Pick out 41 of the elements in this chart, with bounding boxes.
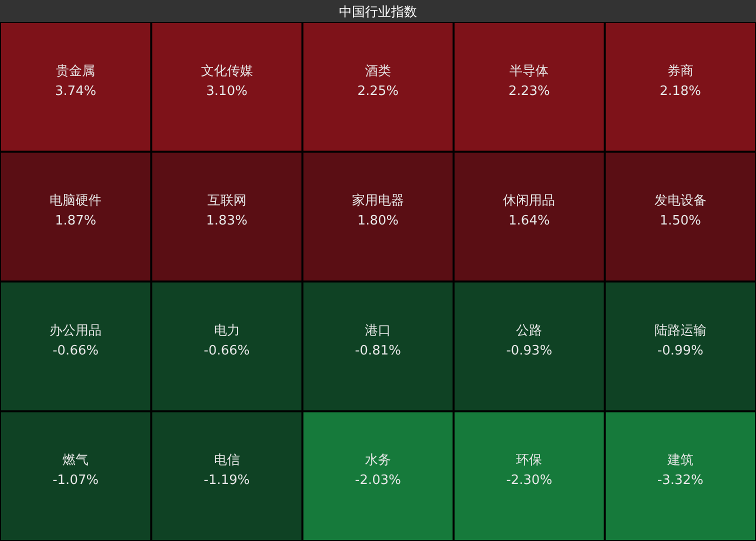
category-label: 酒类 bbox=[365, 64, 391, 79]
data-label: 2.25% bbox=[357, 84, 399, 99]
data-label: 1.50% bbox=[660, 214, 702, 229]
data-label: 1.83% bbox=[206, 214, 248, 229]
data-label: -0.99% bbox=[657, 343, 704, 358]
data-label: 1.87% bbox=[54, 214, 96, 229]
category-label: 家用电器 bbox=[352, 192, 404, 209]
category-label: 休闲用品 bbox=[503, 194, 556, 209]
category-label: 港口 bbox=[365, 323, 391, 338]
data-label: -2.30% bbox=[506, 473, 552, 488]
category-label: 贵金属 bbox=[56, 64, 96, 79]
category-label: 互联网 bbox=[207, 194, 246, 209]
category-label: 电信 bbox=[214, 453, 240, 468]
data-label: 3.74% bbox=[54, 84, 96, 99]
data-label: -0.66% bbox=[204, 343, 250, 358]
data-label: -0.66% bbox=[52, 343, 99, 358]
category-label: 文化传媒 bbox=[200, 64, 253, 79]
category-label: 燃气 bbox=[62, 453, 89, 468]
category-label: 建筑 bbox=[666, 453, 694, 468]
category-label: 公路 bbox=[516, 323, 542, 338]
category-label: 环保 bbox=[516, 453, 542, 468]
text: 中国行业指数 bbox=[339, 5, 417, 20]
category-label: 电力 bbox=[214, 323, 240, 338]
category-label: 半导体 bbox=[510, 64, 549, 79]
category-label: 电脑硬件 bbox=[50, 194, 102, 209]
category-label: 发电设备 bbox=[654, 194, 706, 209]
data-label: 1.80% bbox=[357, 214, 399, 229]
data-label: 2.18% bbox=[660, 84, 702, 99]
category-label: 办公用品 bbox=[50, 323, 102, 338]
data-label: 1.64% bbox=[508, 214, 550, 229]
data-label: -0.93% bbox=[506, 343, 552, 358]
data-label: -3.32% bbox=[657, 473, 704, 488]
data-label: -0.81% bbox=[355, 343, 401, 358]
data-label: -1.07% bbox=[52, 473, 99, 488]
data-label: 2.23% bbox=[508, 84, 550, 99]
category-label: 陆路运输 bbox=[654, 323, 706, 338]
data-label: -1.19% bbox=[204, 473, 250, 488]
data-label: 3.10% bbox=[206, 84, 248, 99]
category-label: 券商 bbox=[667, 64, 694, 79]
data-label: -2.03% bbox=[355, 473, 401, 488]
category-label: 水务 bbox=[365, 453, 391, 468]
